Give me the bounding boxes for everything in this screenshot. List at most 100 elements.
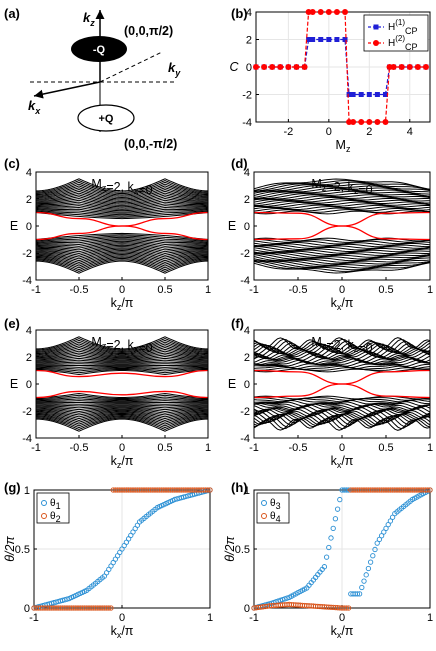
bulk-band-line <box>35 238 209 245</box>
x-tick-label: 2 <box>366 126 372 138</box>
theta-point-1 <box>64 596 70 602</box>
bulk-band-line <box>35 348 209 357</box>
y-tick-label: 0 <box>26 221 32 233</box>
x-tick-label: -1 <box>249 612 259 624</box>
y-tick-label: 0 <box>24 603 30 615</box>
panel-annotation: Mz=2, kx=0 <box>91 177 152 197</box>
edge-state-line-2 <box>35 225 209 241</box>
data-point <box>253 64 259 70</box>
bulk-band-line <box>253 352 431 360</box>
bulk-band-line <box>253 185 431 193</box>
data-point <box>306 37 312 42</box>
y-tick-label: -2 <box>240 248 250 260</box>
data-point <box>406 64 413 70</box>
bulk-band-line <box>253 183 431 192</box>
y-tick-label: -4 <box>242 117 252 129</box>
bulk-band-line <box>35 356 209 361</box>
y-tick-label: 4 <box>246 7 252 19</box>
x-tick-label: 0.5 <box>157 442 172 454</box>
bulk-band-line <box>35 392 209 399</box>
bulk-band-line <box>253 199 431 207</box>
bulk-band-line <box>253 203 431 208</box>
bulk-band-line <box>253 242 431 248</box>
x-tick-label: -1 <box>249 284 259 296</box>
y-tick-label: 4 <box>26 325 32 337</box>
bulk-band-line <box>35 365 209 368</box>
x-tick-label: -2 <box>283 126 293 138</box>
y-tick-label: -2 <box>22 406 32 418</box>
bulk-band-line <box>35 201 209 209</box>
bulk-band-line <box>253 178 431 190</box>
bulk-band-line <box>35 232 209 240</box>
theta-point-1 <box>323 554 330 560</box>
x-tick-label: 4 <box>407 126 413 138</box>
bulk-band-line <box>35 359 209 363</box>
bulk-band-line <box>253 250 431 257</box>
bulk-band-line <box>253 358 431 365</box>
y-tick-label: 2 <box>244 352 250 364</box>
y-tick-label: 4 <box>244 325 250 337</box>
bulk-band-line <box>35 415 209 427</box>
x-tick-label: 0 <box>339 442 345 454</box>
bulk-band-line <box>253 252 431 260</box>
theta-point-2 <box>108 605 114 611</box>
y-tick-label: 0 <box>244 603 250 615</box>
panel-b-chart: -2 0 2 4 -4 -2 0 2 4 C Mz H(1)CPH(2)CP <box>229 7 431 154</box>
bulk-band-line <box>35 341 209 353</box>
bulk-band-line <box>35 404 209 407</box>
x-tick-label: 1 <box>427 612 433 624</box>
bulk-band-line <box>253 260 431 269</box>
bulk-band-line <box>253 194 431 200</box>
bulk-band-line <box>253 414 431 425</box>
panel-annotation: Mz=2, kz=0 <box>311 177 372 197</box>
panel-e-chart: -1 -0.5 0 0.5 1 -4 -2 0 2 4 Ekz/π Mz=2, kx=0 <box>10 325 211 470</box>
bulk-band-line <box>35 411 209 420</box>
theta-point-1 <box>365 565 372 572</box>
bulk-band-line <box>253 361 431 367</box>
bulk-band-line <box>253 245 431 253</box>
bulk-band-line <box>253 195 431 202</box>
panel-label-b: (b) <box>231 6 248 21</box>
bulk-band-line <box>35 418 209 432</box>
x-tick-label: 1 <box>205 442 211 454</box>
bulk-band-line <box>253 368 431 373</box>
theta-point-1 <box>354 591 361 597</box>
x-tick-label: 0.5 <box>157 284 172 296</box>
bulk-band-line <box>253 357 431 364</box>
bulk-band-line <box>35 197 209 206</box>
legend-marker <box>41 500 47 506</box>
bulk-band-line <box>35 403 209 405</box>
y-axis-label: E <box>228 219 236 233</box>
x-axis-label: kx/π <box>331 624 354 640</box>
bulk-band-line <box>35 368 209 374</box>
theta-point-1 <box>378 533 385 539</box>
x-axis-label: kx/π <box>331 454 354 470</box>
theta-point-1 <box>381 529 387 535</box>
positive-charge-label: +Q <box>99 113 114 125</box>
legend-marker <box>261 500 267 506</box>
y-tick-label: 2 <box>244 194 250 206</box>
bulk-band-line <box>35 209 209 217</box>
y-tick-label: -2 <box>242 90 252 102</box>
bulk-band-line <box>35 350 209 358</box>
bulk-band-line <box>35 407 209 412</box>
edge-state-line-2 <box>253 369 431 399</box>
y-axis-label: E <box>10 377 18 391</box>
bulk-band-line <box>253 402 431 409</box>
positive-charge-ellipse <box>77 104 135 132</box>
bulk-band-line <box>253 238 431 243</box>
bulk-band-line <box>253 245 431 251</box>
bulk-band-line <box>253 252 431 258</box>
bulk-band-line <box>253 342 431 353</box>
legend-marker <box>373 40 379 46</box>
theta-point-1 <box>374 540 380 546</box>
bulk-band-line <box>35 347 209 356</box>
y-tick-label: 1 <box>24 485 30 497</box>
data-point <box>358 119 365 125</box>
bulk-band-line <box>35 192 209 202</box>
bulk-band-line <box>253 413 431 424</box>
bulk-band-line <box>35 413 209 423</box>
bulk-band-line <box>35 409 209 416</box>
bulk-band-line <box>35 244 209 253</box>
top-point-label: (0,0,π/2) <box>124 24 173 38</box>
